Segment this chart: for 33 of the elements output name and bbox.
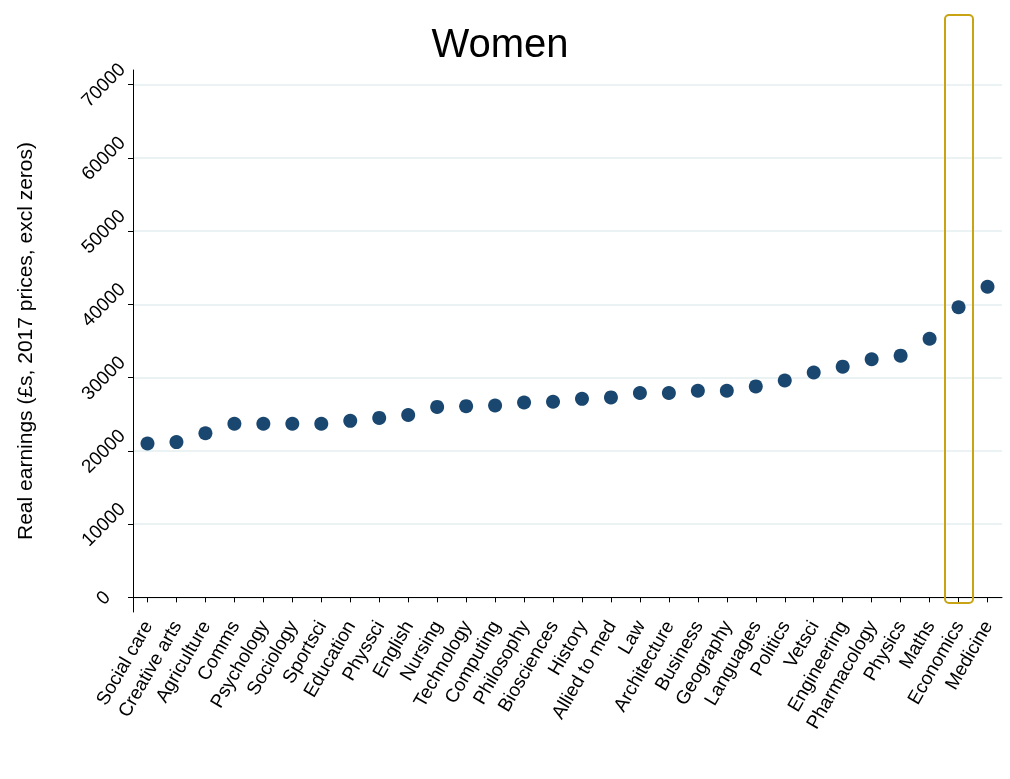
point xyxy=(285,416,300,431)
point xyxy=(777,373,792,388)
point xyxy=(575,391,589,406)
point xyxy=(488,398,503,413)
point xyxy=(835,359,850,374)
point xyxy=(661,386,676,400)
chart-title: Women xyxy=(431,21,569,65)
point xyxy=(893,348,908,363)
point xyxy=(748,379,763,394)
point xyxy=(227,416,242,431)
point xyxy=(401,407,416,422)
point xyxy=(719,383,734,398)
point xyxy=(430,399,445,414)
point xyxy=(314,416,329,431)
point xyxy=(632,386,647,400)
y-axis-title: Real earnings (£s, 2017 prices, excl zeros) xyxy=(13,141,36,541)
point xyxy=(546,394,561,409)
point xyxy=(517,395,532,410)
point xyxy=(603,390,618,405)
point xyxy=(980,279,995,294)
point xyxy=(140,436,155,451)
point xyxy=(169,435,184,450)
point xyxy=(372,410,387,425)
point xyxy=(459,399,474,414)
point xyxy=(922,331,937,346)
point xyxy=(343,413,358,428)
point xyxy=(864,352,879,367)
y-tick-label: 0 xyxy=(91,586,115,609)
point xyxy=(690,383,705,398)
point xyxy=(806,365,821,380)
point xyxy=(198,426,213,441)
point xyxy=(951,300,966,315)
point xyxy=(256,416,271,431)
